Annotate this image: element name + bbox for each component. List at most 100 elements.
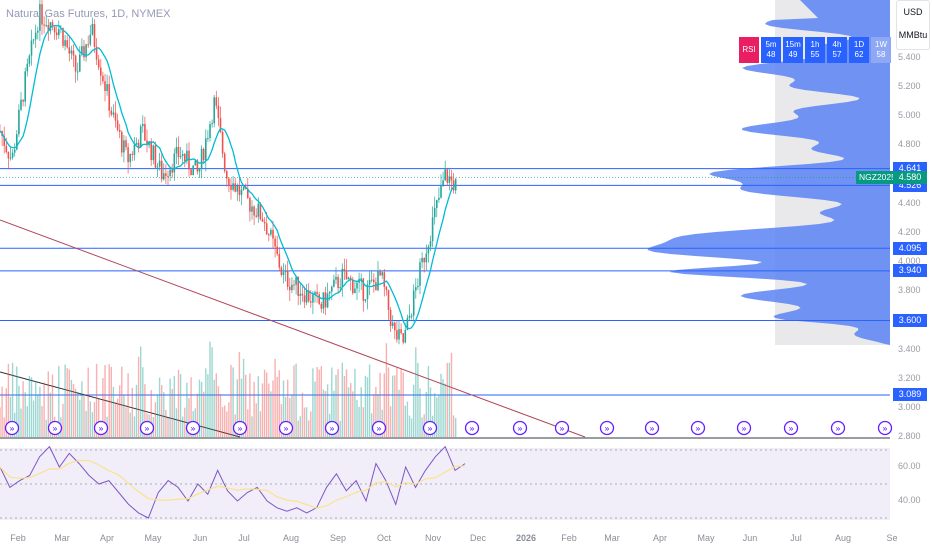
volume-bar [242, 358, 245, 437]
candle [354, 288, 356, 294]
volume-bar [364, 375, 367, 437]
volume-bar [392, 375, 394, 437]
volume-bar [446, 362, 448, 437]
time-tick: May [144, 533, 162, 543]
rsi-tile-1w[interactable]: 1W 58 [871, 37, 891, 63]
rsi-tile-1d[interactable]: 1D 62 [849, 37, 869, 63]
volume-bar [167, 417, 169, 437]
candle [364, 299, 367, 301]
volume-bar [26, 406, 28, 437]
volume-bar [123, 395, 125, 437]
volume-bar [297, 420, 299, 437]
time-tick: Apr [99, 533, 115, 543]
rsi-tile-4h[interactable]: 4h 57 [827, 37, 847, 63]
value: 57 [832, 50, 842, 59]
volume-bar [66, 368, 68, 437]
volume-bar [303, 407, 306, 437]
candle [160, 160, 163, 180]
candle [76, 71, 79, 73]
volume-bar [173, 376, 175, 437]
candle [381, 272, 383, 276]
symbol-title: Natural Gas Futures, 1D, NYMEX [6, 8, 171, 20]
volume-bar [70, 379, 73, 437]
candle [72, 50, 75, 56]
time-tick: Dec [469, 533, 487, 543]
candle [419, 262, 421, 286]
rsi-tile-15m[interactable]: 15m 49 [783, 37, 803, 63]
volume-bar [125, 407, 127, 437]
symbol-badge: NGZ2025 [856, 171, 899, 184]
candle [391, 322, 394, 326]
candle [335, 276, 337, 280]
candle [284, 270, 287, 273]
value: 49 [788, 50, 798, 59]
rsi-tile-1h[interactable]: 1h 55 [805, 37, 825, 63]
volume-bar [356, 399, 358, 437]
price-tick: 2.800 [898, 431, 921, 442]
candle [398, 329, 400, 340]
event-icon [830, 420, 846, 436]
volume-bar [261, 383, 264, 437]
volume-bar [312, 368, 314, 437]
volume-bar [266, 372, 268, 437]
candle [438, 197, 440, 200]
time-tick: Jun [192, 533, 208, 543]
candle [41, 4, 43, 25]
candle [255, 215, 257, 217]
last-price-label: 4.580 [893, 171, 927, 185]
candle [263, 221, 266, 224]
volume-bar [318, 369, 320, 437]
candle [402, 333, 404, 343]
candle [442, 180, 444, 185]
candle [51, 22, 54, 27]
candle [104, 81, 106, 91]
volume-bar [165, 409, 167, 437]
candle [349, 277, 352, 280]
price-tick: 5.400 [898, 52, 921, 62]
event-arrow-icon: » [427, 425, 433, 435]
candle [85, 44, 87, 58]
time-tick: Apr [652, 533, 668, 543]
event-arrow-icon: » [882, 425, 888, 435]
volume-bar [415, 347, 417, 437]
volume-bar [131, 387, 133, 437]
rsi-tile-5m[interactable]: 5m 48 [761, 37, 781, 63]
candle [135, 142, 138, 145]
volume-bar [450, 352, 453, 437]
candle [179, 156, 182, 158]
rsi-ma-line [0, 459, 466, 509]
candle [251, 206, 253, 212]
price-tick: 3.200 [898, 372, 921, 383]
volume-bar [45, 419, 47, 437]
candle [209, 124, 211, 138]
event-icon [736, 420, 752, 436]
candle [49, 22, 52, 32]
tf: 15m [785, 40, 801, 49]
event-icon [4, 420, 20, 436]
candle [238, 185, 241, 195]
rsi-tile-label[interactable]: RSI [739, 37, 759, 63]
volume-bar [410, 418, 413, 437]
candle [22, 99, 24, 102]
candle [223, 153, 226, 172]
event-arrow-icon: » [741, 425, 747, 435]
volume-bar [198, 379, 201, 437]
candle [450, 176, 453, 181]
level-label: 4.095 [893, 241, 927, 255]
volume-bar [360, 387, 362, 437]
candle [47, 25, 50, 32]
volume-bar [190, 377, 192, 437]
candle [425, 253, 428, 263]
price-tick: 4.000 [898, 256, 921, 267]
event-arrow-icon: » [835, 425, 841, 435]
currency-unit-button[interactable]: USD MMBtu [896, 0, 930, 50]
volume-bar [150, 390, 152, 437]
volume-bar [345, 369, 348, 437]
candle [213, 97, 215, 124]
event-icon [232, 420, 248, 436]
candle [18, 109, 20, 135]
candle [270, 229, 272, 235]
volume-bar [49, 392, 52, 437]
volume-bar [249, 373, 251, 437]
